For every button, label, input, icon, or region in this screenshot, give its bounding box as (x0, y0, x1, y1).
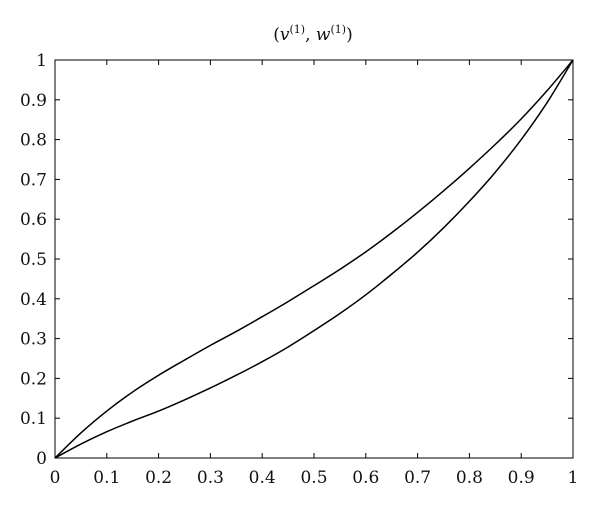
series-line-2 (54, 59, 574, 459)
x-tick-label: 0.1 (93, 468, 120, 488)
x-tick-label: 0.4 (249, 468, 276, 488)
x-tick-label: 0.5 (300, 468, 327, 488)
y-tick-label: 0.6 (20, 210, 47, 230)
y-tick-label: 0.4 (20, 290, 47, 310)
title-close-paren: ) (346, 25, 353, 45)
series-line-1 (54, 59, 574, 459)
y-tick-label: 1 (36, 51, 47, 71)
chart-title: (v(1), w(1)) (273, 23, 352, 45)
x-tick-label: 0.9 (508, 468, 535, 488)
plot-frame (54, 59, 574, 459)
x-tick-label: 0 (50, 468, 61, 488)
x-tick-label: 0.8 (456, 468, 483, 488)
title-w-superscript: (1) (330, 23, 346, 36)
axis-tick-labels: 0 0.1 0.2 0.3 0.4 0.5 0.6 0.7 0.8 0.9 1 0 0.1 0.2 0.3 0… (20, 51, 578, 488)
y-tick-label: 0.3 (20, 330, 47, 350)
x-tick-label: 0.6 (352, 468, 379, 488)
y-tick-label: 0.2 (20, 369, 47, 389)
y-tick-label: 0 (36, 449, 47, 469)
axis-ticks (54, 59, 574, 459)
title-open-paren: ( (273, 25, 280, 45)
title-v-superscript: (1) (290, 23, 306, 36)
y-tick-label: 0.5 (20, 250, 47, 270)
x-tick-label: 0.7 (404, 468, 431, 488)
y-tick-label: 0.9 (20, 91, 47, 111)
y-tick-label: 0.7 (20, 170, 47, 190)
x-tick-label: 0.3 (197, 468, 224, 488)
title-separator: , (305, 25, 316, 45)
x-tick-label: 0.2 (145, 468, 172, 488)
title-w: w (316, 25, 331, 45)
title-v: v (280, 25, 290, 45)
y-tick-label: 0.8 (20, 131, 47, 151)
x-tick-label: 1 (568, 468, 579, 488)
series-group (54, 59, 574, 459)
y-tick-label: 0.1 (20, 409, 47, 429)
